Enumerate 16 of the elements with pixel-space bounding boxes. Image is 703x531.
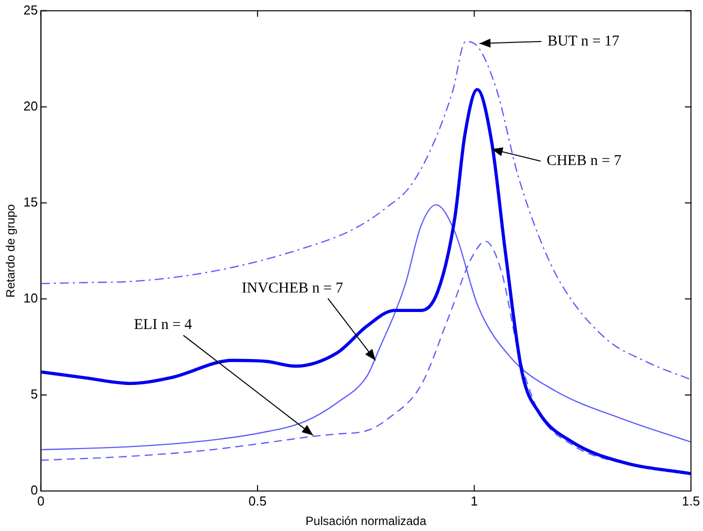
line-series	[40, 88, 691, 476]
x-tick-label: 1	[470, 493, 478, 508]
y-axis-title: Retardo de grupo	[4, 204, 18, 298]
y-tick-label: 0	[30, 482, 38, 498]
y-tick-label: 15	[23, 194, 38, 210]
y-tick-label: 25	[23, 2, 38, 18]
y-tick-label: 20	[23, 98, 38, 114]
annotation: ELI n = 4	[134, 317, 193, 334]
x-axis-title: Pulsación normalizada	[306, 514, 427, 528]
y-tick-label: 10	[23, 290, 38, 306]
annotation: CHEB n = 7	[546, 153, 622, 170]
y-tick-label: 5	[30, 386, 38, 402]
x-tick-label: 1.5	[682, 493, 700, 508]
annotation: INVCHEB n = 7	[242, 280, 344, 296]
x-tick-label: 0.5	[248, 493, 267, 508]
annotation: BUT n = 17	[547, 33, 620, 50]
